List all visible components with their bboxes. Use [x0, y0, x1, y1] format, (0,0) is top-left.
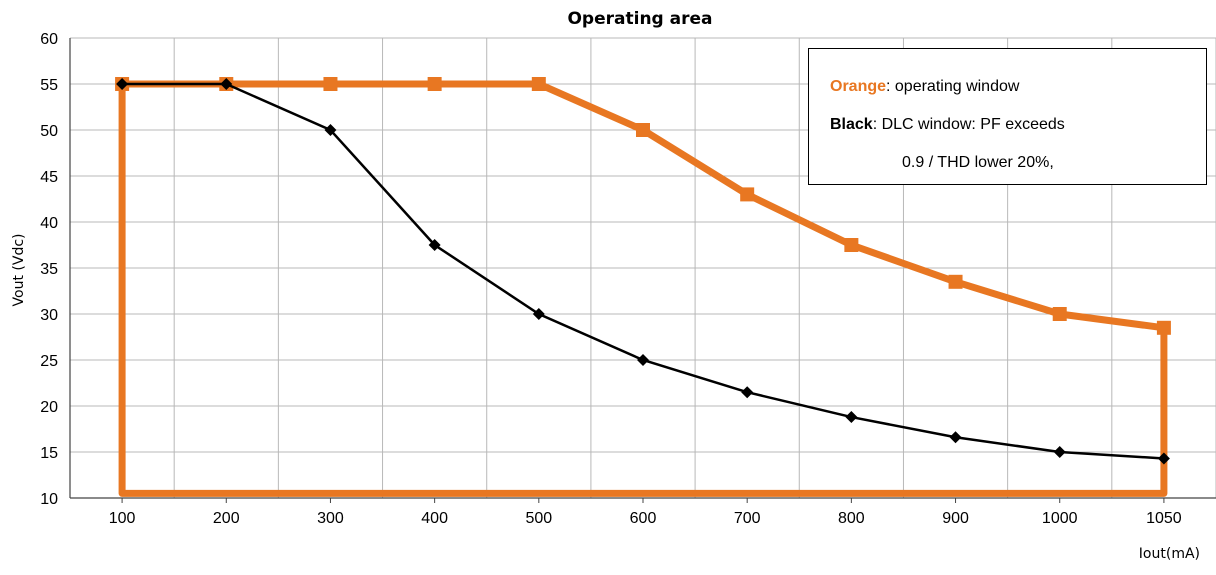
series-black-marker	[532, 308, 545, 320]
x-tick-label: 800	[838, 510, 865, 527]
x-tick-label: 400	[421, 510, 448, 527]
y-tick-label: 15	[40, 445, 58, 462]
series-orange-marker	[1052, 307, 1067, 321]
series-black-marker	[116, 78, 129, 90]
series-orange-marker	[948, 274, 963, 289]
x-tick-label: 900	[942, 510, 969, 527]
x-tick-label: 100	[109, 510, 136, 527]
y-tick-label: 30	[40, 307, 58, 324]
series-orange-marker	[323, 77, 338, 91]
legend-item-black: Black: DLC window: PF exceeds	[830, 116, 1065, 134]
y-axis-label: Vout (Vdc)	[11, 234, 27, 307]
legend: Orange: operating window Black: DLC wind…	[808, 48, 1207, 185]
series-orange-marker	[844, 238, 859, 252]
y-tick-label: 40	[40, 215, 58, 232]
y-tick-label: 50	[40, 123, 58, 140]
x-tick-label: 700	[734, 510, 761, 527]
y-tick-label: 55	[40, 77, 58, 94]
x-tick-label: 600	[630, 510, 657, 527]
series-black-marker	[428, 239, 441, 251]
legend-text-black: : DLC window: PF exceeds	[872, 116, 1065, 133]
legend-text-black-continued: 0.9 / THD lower 20%,	[902, 154, 1054, 171]
series-orange-line	[118, 80, 1168, 497]
legend-key-black: Black	[830, 116, 873, 133]
series-orange-marker	[531, 77, 546, 91]
series-orange-marker	[427, 77, 442, 91]
series-orange-marker	[636, 123, 650, 137]
x-tick-label: 500	[525, 510, 552, 527]
series-orange-marker	[740, 187, 755, 202]
series-black-marker	[637, 354, 649, 366]
legend-item-orange: Orange: operating window	[830, 78, 1019, 96]
y-tick-label: 20	[40, 399, 58, 416]
x-tick-label: 300	[317, 510, 344, 527]
series-black-marker	[1053, 446, 1066, 458]
chart-title: Operating area	[567, 9, 712, 29]
y-tick-label: 25	[40, 353, 58, 370]
x-tick-label: 1050	[1146, 510, 1182, 527]
y-tick-label: 10	[40, 491, 58, 508]
legend-item-black-continued: 0.9 / THD lower 20%,	[902, 154, 1054, 172]
series-black-marker	[845, 411, 858, 424]
x-tick-label: 1000	[1042, 510, 1078, 527]
y-tick-label: 35	[40, 261, 58, 278]
legend-text-orange: : operating window	[886, 78, 1020, 95]
legend-key-orange: Orange	[830, 78, 887, 95]
x-axis-label: Iout(mA)	[1139, 546, 1200, 562]
series-black-marker	[220, 78, 233, 90]
series-orange-marker	[1156, 320, 1171, 335]
y-tick-label: 60	[40, 31, 58, 48]
series-layer	[115, 77, 1171, 497]
y-tick-label: 45	[40, 169, 58, 186]
series-black-marker	[324, 124, 337, 136]
series-black-marker	[741, 386, 754, 399]
series-black-marker	[1157, 452, 1170, 465]
x-tick-label: 200	[213, 510, 240, 527]
axis-layer: 10 15 20 25 30 35 40 45 50 55 60 100 200 300 400 500 600…	[40, 31, 1216, 527]
series-black-marker	[949, 431, 962, 444]
